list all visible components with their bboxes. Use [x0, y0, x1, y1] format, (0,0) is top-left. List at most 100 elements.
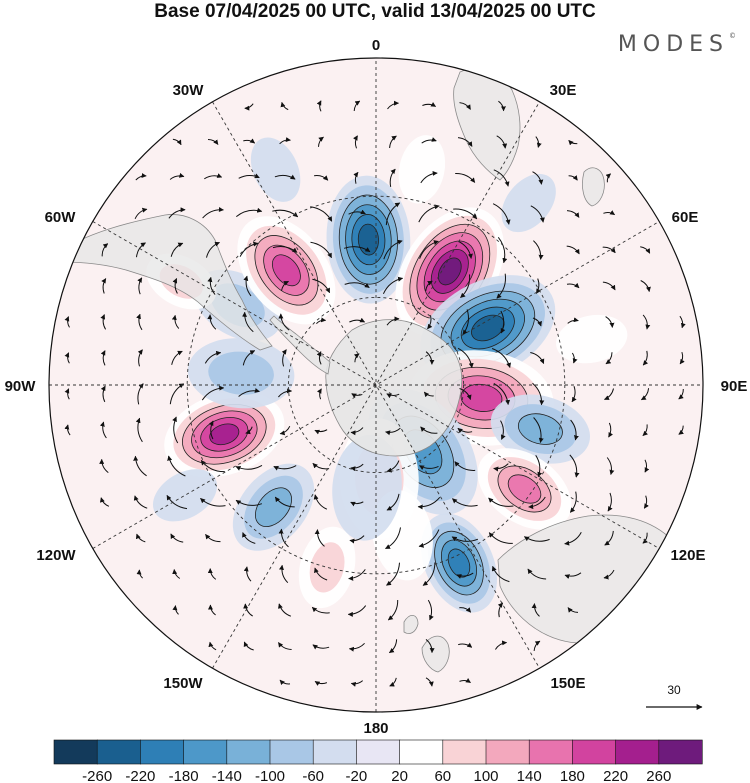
wind-vector-arrow	[494, 640, 508, 650]
wind-vector-arrow	[459, 678, 471, 684]
colorbar-tick-label: -220	[125, 768, 155, 783]
anomaly-contour	[398, 135, 446, 204]
wind-vector-arrow	[238, 388, 260, 397]
wind-vector-arrow	[386, 393, 400, 399]
wind-vector-arrow	[608, 422, 614, 438]
wind-vector-arrow	[564, 531, 582, 546]
wind-vector-arrow	[603, 210, 616, 216]
wind-vector-arrow	[496, 273, 507, 299]
wind-vector-arrow	[100, 314, 107, 330]
lon-label-120e: 120E	[670, 547, 705, 564]
anomaly-contour	[460, 383, 503, 412]
colorbar-swatch	[572, 739, 617, 765]
colorbar-tick-label: -260	[82, 768, 112, 783]
wind-vector-arrow	[99, 497, 110, 507]
wind-vector-arrow	[349, 535, 365, 544]
wind-vector-arrow	[207, 568, 217, 580]
wind-vector-arrow	[245, 426, 253, 435]
wind-vector-arrow	[99, 458, 109, 473]
colorbar-tick-label: -100	[255, 768, 285, 783]
wind-vector-arrow	[607, 492, 613, 512]
anomaly-contour	[507, 474, 542, 504]
wind-vector-arrow	[278, 313, 290, 331]
wind-vector-arrow	[488, 532, 513, 544]
wind-vector-arrow	[491, 348, 511, 368]
anomaly-contour	[332, 434, 402, 541]
lat-lon-grid	[49, 58, 703, 712]
wind-vector-arrow	[278, 388, 293, 398]
wind-vector-arrow	[457, 347, 474, 369]
wind-vector-arrow	[316, 388, 322, 400]
wind-vector-arrow	[348, 642, 365, 652]
wind-vector-arrow	[453, 208, 478, 220]
wind-vector-arrow	[64, 424, 71, 436]
wind-vector-arrow	[496, 135, 508, 149]
wind-vector-arrow	[204, 173, 223, 180]
wind-vector-arrow	[172, 278, 178, 294]
lon-label-150e: 150E	[550, 675, 585, 692]
wind-vector-arrow	[452, 498, 478, 507]
anomaly-center	[152, 469, 218, 522]
wind-vector-arrow	[278, 528, 289, 548]
wind-vector-arrow	[605, 173, 611, 183]
anomaly-center	[421, 513, 497, 613]
wind-vector-arrow	[460, 274, 471, 298]
wind-vector-arrow	[603, 569, 615, 580]
wind-vector-arrow	[602, 246, 616, 254]
wind-vector-arrow	[277, 642, 292, 650]
wind-vector-arrow	[281, 349, 287, 367]
colorbar-swatch	[399, 739, 444, 765]
wind-vector-arrow	[497, 602, 504, 618]
colorbar-swatch	[96, 739, 141, 765]
wind-vector-arrow	[350, 427, 364, 436]
wind-vector-arrow	[422, 102, 437, 107]
colorbar-tick-label: -20	[346, 768, 368, 783]
colorbar-tick-label: -60	[302, 768, 324, 783]
wind-vector-arrow	[567, 317, 579, 324]
wind-vector-arrow	[454, 461, 476, 471]
wind-vector-arrow	[420, 170, 438, 184]
anomaly-contour	[208, 351, 274, 395]
anomaly-center	[232, 463, 315, 551]
wind-vector-arrow	[605, 352, 613, 365]
colorbar-tick-label: 180	[560, 768, 585, 783]
lon-label-30e: 30E	[550, 82, 577, 99]
wind-vector-arrow	[535, 136, 542, 148]
colorbar-swatch	[269, 739, 314, 765]
wind-vector-arrow	[566, 245, 580, 255]
anomaly-center	[237, 216, 336, 325]
colorbar-swatch	[485, 739, 530, 765]
anomaly-contour	[357, 223, 379, 256]
wind-vector-arrow	[238, 173, 260, 179]
wind-vector-arrow	[387, 100, 399, 110]
wind-vector-arrow	[492, 203, 511, 225]
wind-vector-arrow	[99, 421, 107, 439]
wind-vector-arrow	[459, 102, 471, 110]
wind-vector-arrow	[457, 137, 473, 147]
wind-vector-arrow	[348, 209, 366, 215]
wind-vector-arrow	[385, 527, 401, 550]
meridian-line	[92, 221, 660, 549]
wind-vector-arrow	[279, 137, 291, 145]
wind-vector-arrow	[281, 280, 289, 291]
wind-vector-arrow	[207, 276, 216, 295]
wind-vector-arrow	[274, 496, 295, 508]
wind-vector-arrow	[535, 455, 543, 478]
wind-vector-arrow	[353, 171, 359, 184]
wind-vector-arrow	[458, 241, 473, 259]
lon-label-60e: 60E	[672, 209, 699, 226]
colorbar-swatch	[442, 739, 487, 765]
wind-vector-arrow	[423, 391, 434, 398]
wind-vector-arrow	[343, 246, 371, 253]
wind-vector-arrow	[530, 352, 545, 364]
wind-vector-arrow	[242, 532, 256, 544]
meridian-line	[212, 101, 540, 669]
anomaly-contour	[152, 469, 218, 522]
wind-vector-arrow	[135, 173, 147, 181]
wind-vector-arrow	[455, 172, 476, 183]
colorbar-swatch	[312, 739, 358, 765]
anomaly-contour	[309, 542, 345, 593]
brand-logo: MODES©	[618, 32, 736, 57]
wind-vector-arrow	[172, 605, 179, 615]
